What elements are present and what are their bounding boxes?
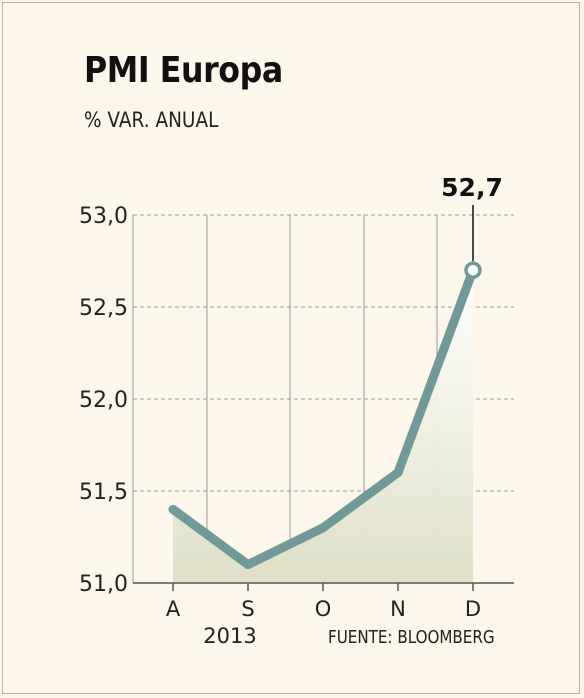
y-tick-label: 51,5 xyxy=(79,480,128,505)
source-note: FUENTE: BLOOMBERG xyxy=(328,627,495,648)
y-tick-label: 52,5 xyxy=(79,296,128,321)
y-tick-label: 53,0 xyxy=(79,204,128,229)
y-tick-label: 52,0 xyxy=(79,388,128,413)
x-tick-label: D xyxy=(465,597,481,621)
area-fill xyxy=(173,270,473,583)
chart-marks: 52,7 xyxy=(171,173,503,567)
chart-subtitle: % VAR. ANUAL xyxy=(84,108,219,132)
data-point xyxy=(464,261,482,279)
x-axis-year-label: 2013 xyxy=(203,624,256,648)
axes: 53,0 52,5 52,0 51,5 51,0 A S O N D xyxy=(79,204,514,621)
data-point xyxy=(246,562,250,567)
x-tick-label: O xyxy=(315,597,332,621)
callout-label: 52,7 xyxy=(441,173,503,202)
data-point xyxy=(321,525,325,530)
x-tick-label: N xyxy=(390,597,406,621)
data-point xyxy=(396,470,400,475)
x-tick-label: A xyxy=(166,597,181,621)
x-tick-label: S xyxy=(241,597,254,621)
chart-title: PMI Europa xyxy=(84,50,283,91)
data-point xyxy=(171,507,175,512)
y-tick-label: 51,0 xyxy=(79,572,128,597)
